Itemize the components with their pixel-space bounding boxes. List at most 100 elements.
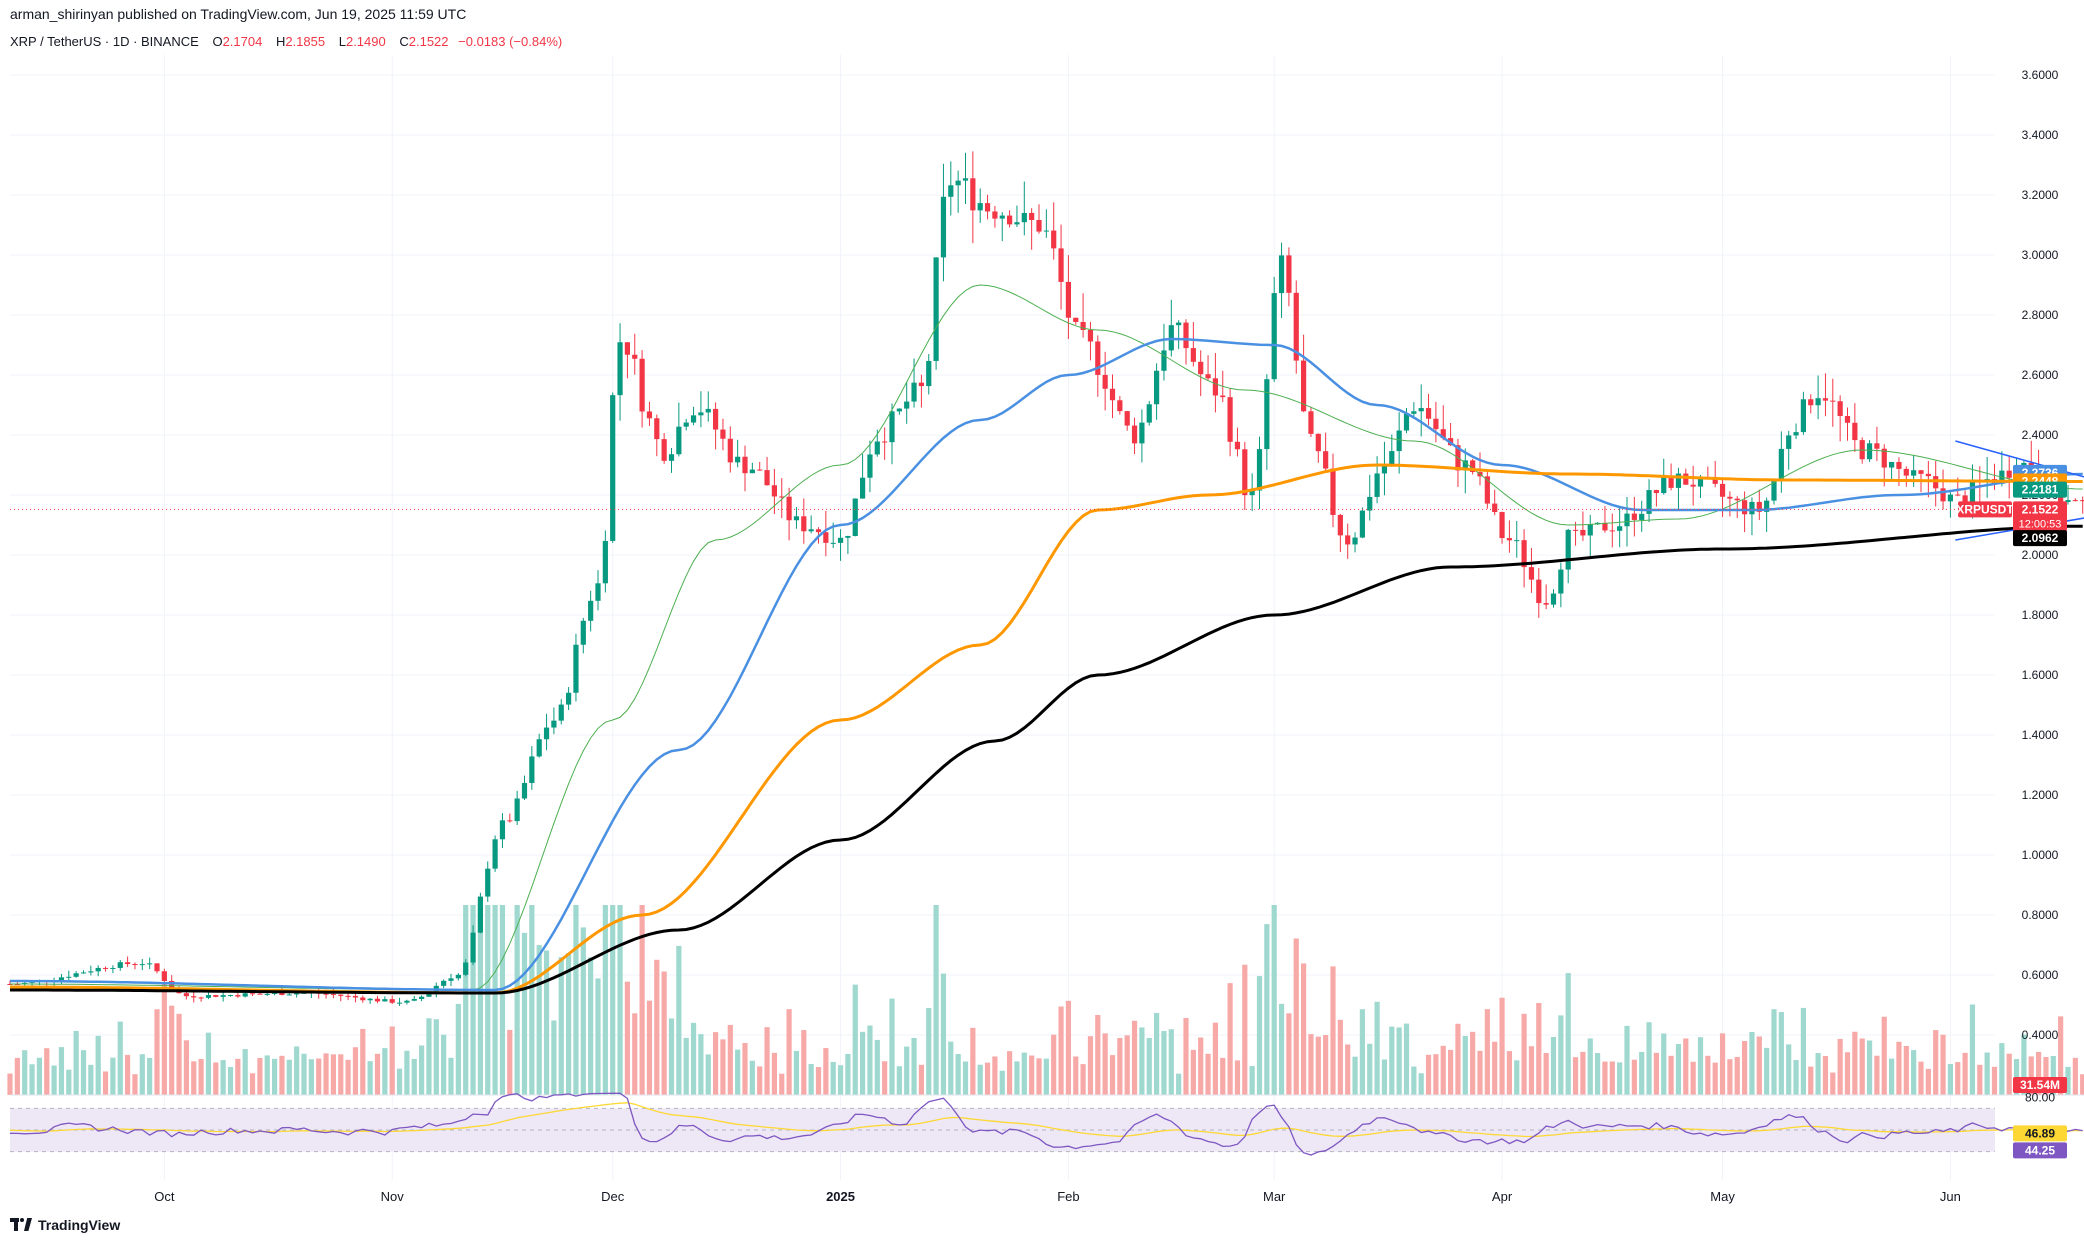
candle-body xyxy=(367,998,373,1001)
volume-bar xyxy=(1462,1035,1468,1095)
volume-bar xyxy=(73,1030,79,1095)
y-tick-label: 3.6000 xyxy=(2022,68,2059,82)
rsi-ma-tag-bg xyxy=(2013,1125,2067,1142)
candle-body xyxy=(1889,461,1895,468)
volume-bar xyxy=(1176,1073,1182,1095)
volume-bar xyxy=(1154,1012,1160,1095)
volume-bar xyxy=(896,1066,902,1095)
candle-body xyxy=(727,438,733,463)
volume-bar xyxy=(852,984,858,1095)
volume-bar xyxy=(448,1057,454,1095)
candle-body xyxy=(1161,350,1167,371)
volume-bar xyxy=(1124,1035,1130,1095)
low-label: L xyxy=(338,34,346,49)
volume-bar xyxy=(7,1073,13,1095)
candle-body xyxy=(977,203,983,211)
candle-body xyxy=(933,257,939,361)
candle-body xyxy=(1198,361,1204,375)
volume-bar xyxy=(742,1042,748,1095)
volume-bar xyxy=(1977,1064,1983,1095)
volume-bar xyxy=(1756,1036,1762,1095)
volume-bar xyxy=(1800,1007,1806,1095)
y-tick-label: 2.6000 xyxy=(2022,368,2059,382)
candle-body xyxy=(419,996,425,999)
volume-bar xyxy=(933,905,939,1095)
volume-bar xyxy=(764,1027,770,1095)
candle-body xyxy=(580,620,586,645)
volume-bar xyxy=(551,1020,557,1095)
candle-body xyxy=(808,529,814,532)
volume-bar xyxy=(566,953,572,1095)
volume-bar xyxy=(1609,1061,1615,1095)
y-tick-label: 2.8000 xyxy=(2022,308,2059,322)
volume-bar xyxy=(1036,1058,1042,1095)
volume-bar xyxy=(147,1057,153,1095)
candle-body xyxy=(1631,513,1637,520)
candle-body xyxy=(1969,479,1976,505)
volume-bar xyxy=(940,973,947,1095)
volume-bar xyxy=(1227,983,1233,1095)
volume-bar xyxy=(1330,966,1336,1095)
candle-body xyxy=(1367,496,1373,511)
candle-body xyxy=(757,469,763,471)
volume-bar xyxy=(757,1066,763,1095)
volume-bar xyxy=(573,905,579,1095)
volume-bar xyxy=(1815,1053,1821,1095)
candle-body xyxy=(1323,451,1329,469)
volume-bar xyxy=(1881,1016,1887,1095)
candle-body xyxy=(95,967,101,972)
candle-body xyxy=(676,426,682,455)
candle-body xyxy=(161,971,167,981)
candle-body xyxy=(1727,496,1733,499)
candle-body xyxy=(404,1000,410,1003)
candle-body xyxy=(860,477,866,499)
volume-bar xyxy=(786,1009,792,1095)
candle-body xyxy=(1778,448,1784,479)
volume-bar xyxy=(110,1057,116,1095)
volume-bar xyxy=(1389,1026,1395,1095)
candle-body xyxy=(1058,248,1064,282)
candle-body xyxy=(1756,501,1762,512)
candle-body xyxy=(102,967,109,969)
volume-bar xyxy=(2006,1053,2012,1095)
candle-body xyxy=(360,997,366,1001)
volume-bar xyxy=(272,1058,278,1095)
candle-body xyxy=(896,408,902,412)
candle-body xyxy=(1572,529,1579,531)
candle-body xyxy=(147,963,153,965)
price-tag-ma200-bg xyxy=(2013,530,2067,547)
volume-tag: 31.54M xyxy=(2020,1078,2060,1092)
volume-bar xyxy=(1947,1063,1953,1095)
volume-bar xyxy=(2080,1074,2084,1095)
candle-body xyxy=(499,820,506,840)
candle-body xyxy=(1528,567,1535,580)
volume-bar xyxy=(80,1050,87,1095)
tradingview-brand[interactable]: TradingView xyxy=(10,1217,120,1233)
candle-body xyxy=(566,692,572,705)
volume-bar xyxy=(2058,1016,2064,1095)
candle-body xyxy=(1697,477,1704,487)
symbol-title[interactable]: XRP / TetherUS · 1D · BINANCE xyxy=(10,34,199,49)
last-price-tag-bg xyxy=(2013,501,2067,532)
volume-bar xyxy=(1359,1009,1365,1095)
candle-body xyxy=(815,529,822,533)
candle-body xyxy=(1117,400,1123,412)
volume-bar xyxy=(624,981,630,1095)
y-tick-label: 0.4000 xyxy=(2022,1028,2059,1042)
candle-body xyxy=(1690,484,1696,487)
candle-body xyxy=(294,993,300,995)
candle-body xyxy=(948,185,954,197)
volume-bar xyxy=(1595,1053,1601,1095)
candle-body xyxy=(1874,443,1880,449)
volume-bar xyxy=(904,1046,910,1095)
candle-body xyxy=(1190,348,1196,362)
candle-body xyxy=(690,415,697,423)
volume-bar xyxy=(1286,1013,1292,1095)
volume-bar xyxy=(1572,1057,1579,1095)
candle-body xyxy=(1183,322,1189,349)
candle-body xyxy=(742,456,748,474)
volume-bar xyxy=(1991,1066,1998,1095)
candle-body xyxy=(352,995,359,998)
symbol-tag: XRPUSDT xyxy=(1956,502,2014,516)
